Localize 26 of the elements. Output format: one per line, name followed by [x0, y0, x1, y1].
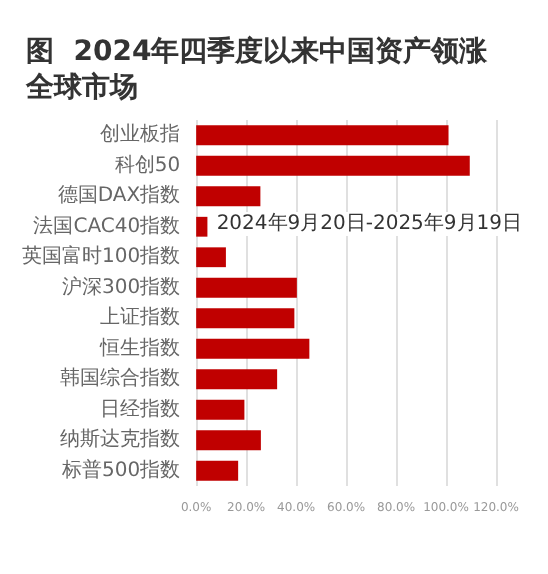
y-tick-label: 纳斯达克指数 — [60, 427, 181, 452]
y-tick-label: 法国CAC40指数 — [33, 213, 181, 238]
bar — [196, 247, 226, 268]
y-tick-label: 韩国综合指数 — [60, 366, 181, 391]
bar — [196, 338, 310, 359]
y-tick-label: 创业板指 — [100, 122, 181, 147]
y-tick-label: 日经指数 — [100, 396, 181, 421]
chart-title: 图 2024年四季度以来中国资产领涨全球市场 — [24, 34, 490, 104]
bar — [196, 430, 261, 451]
y-tick-label: 恒生指数 — [98, 335, 181, 360]
bar — [196, 125, 449, 146]
y-tick-label: 科创50 — [114, 152, 181, 177]
bar — [196, 216, 208, 237]
y-tick-label: 德国DAX指数 — [57, 183, 181, 208]
bar — [196, 369, 278, 390]
bar — [196, 308, 295, 329]
y-tick-label: 沪深300指数 — [61, 274, 181, 299]
annotation: 2024年9月20日-2025年9月19日 — [216, 211, 523, 235]
bar — [196, 277, 297, 298]
bar — [196, 186, 261, 207]
y-tick-label: 标普500指数 — [59, 457, 181, 482]
bar — [196, 155, 470, 176]
bar — [196, 460, 239, 481]
y-tick-label: 英国富时100指数 — [21, 244, 181, 269]
y-tick-label: 上证指数 — [100, 305, 181, 330]
bar — [196, 399, 245, 420]
